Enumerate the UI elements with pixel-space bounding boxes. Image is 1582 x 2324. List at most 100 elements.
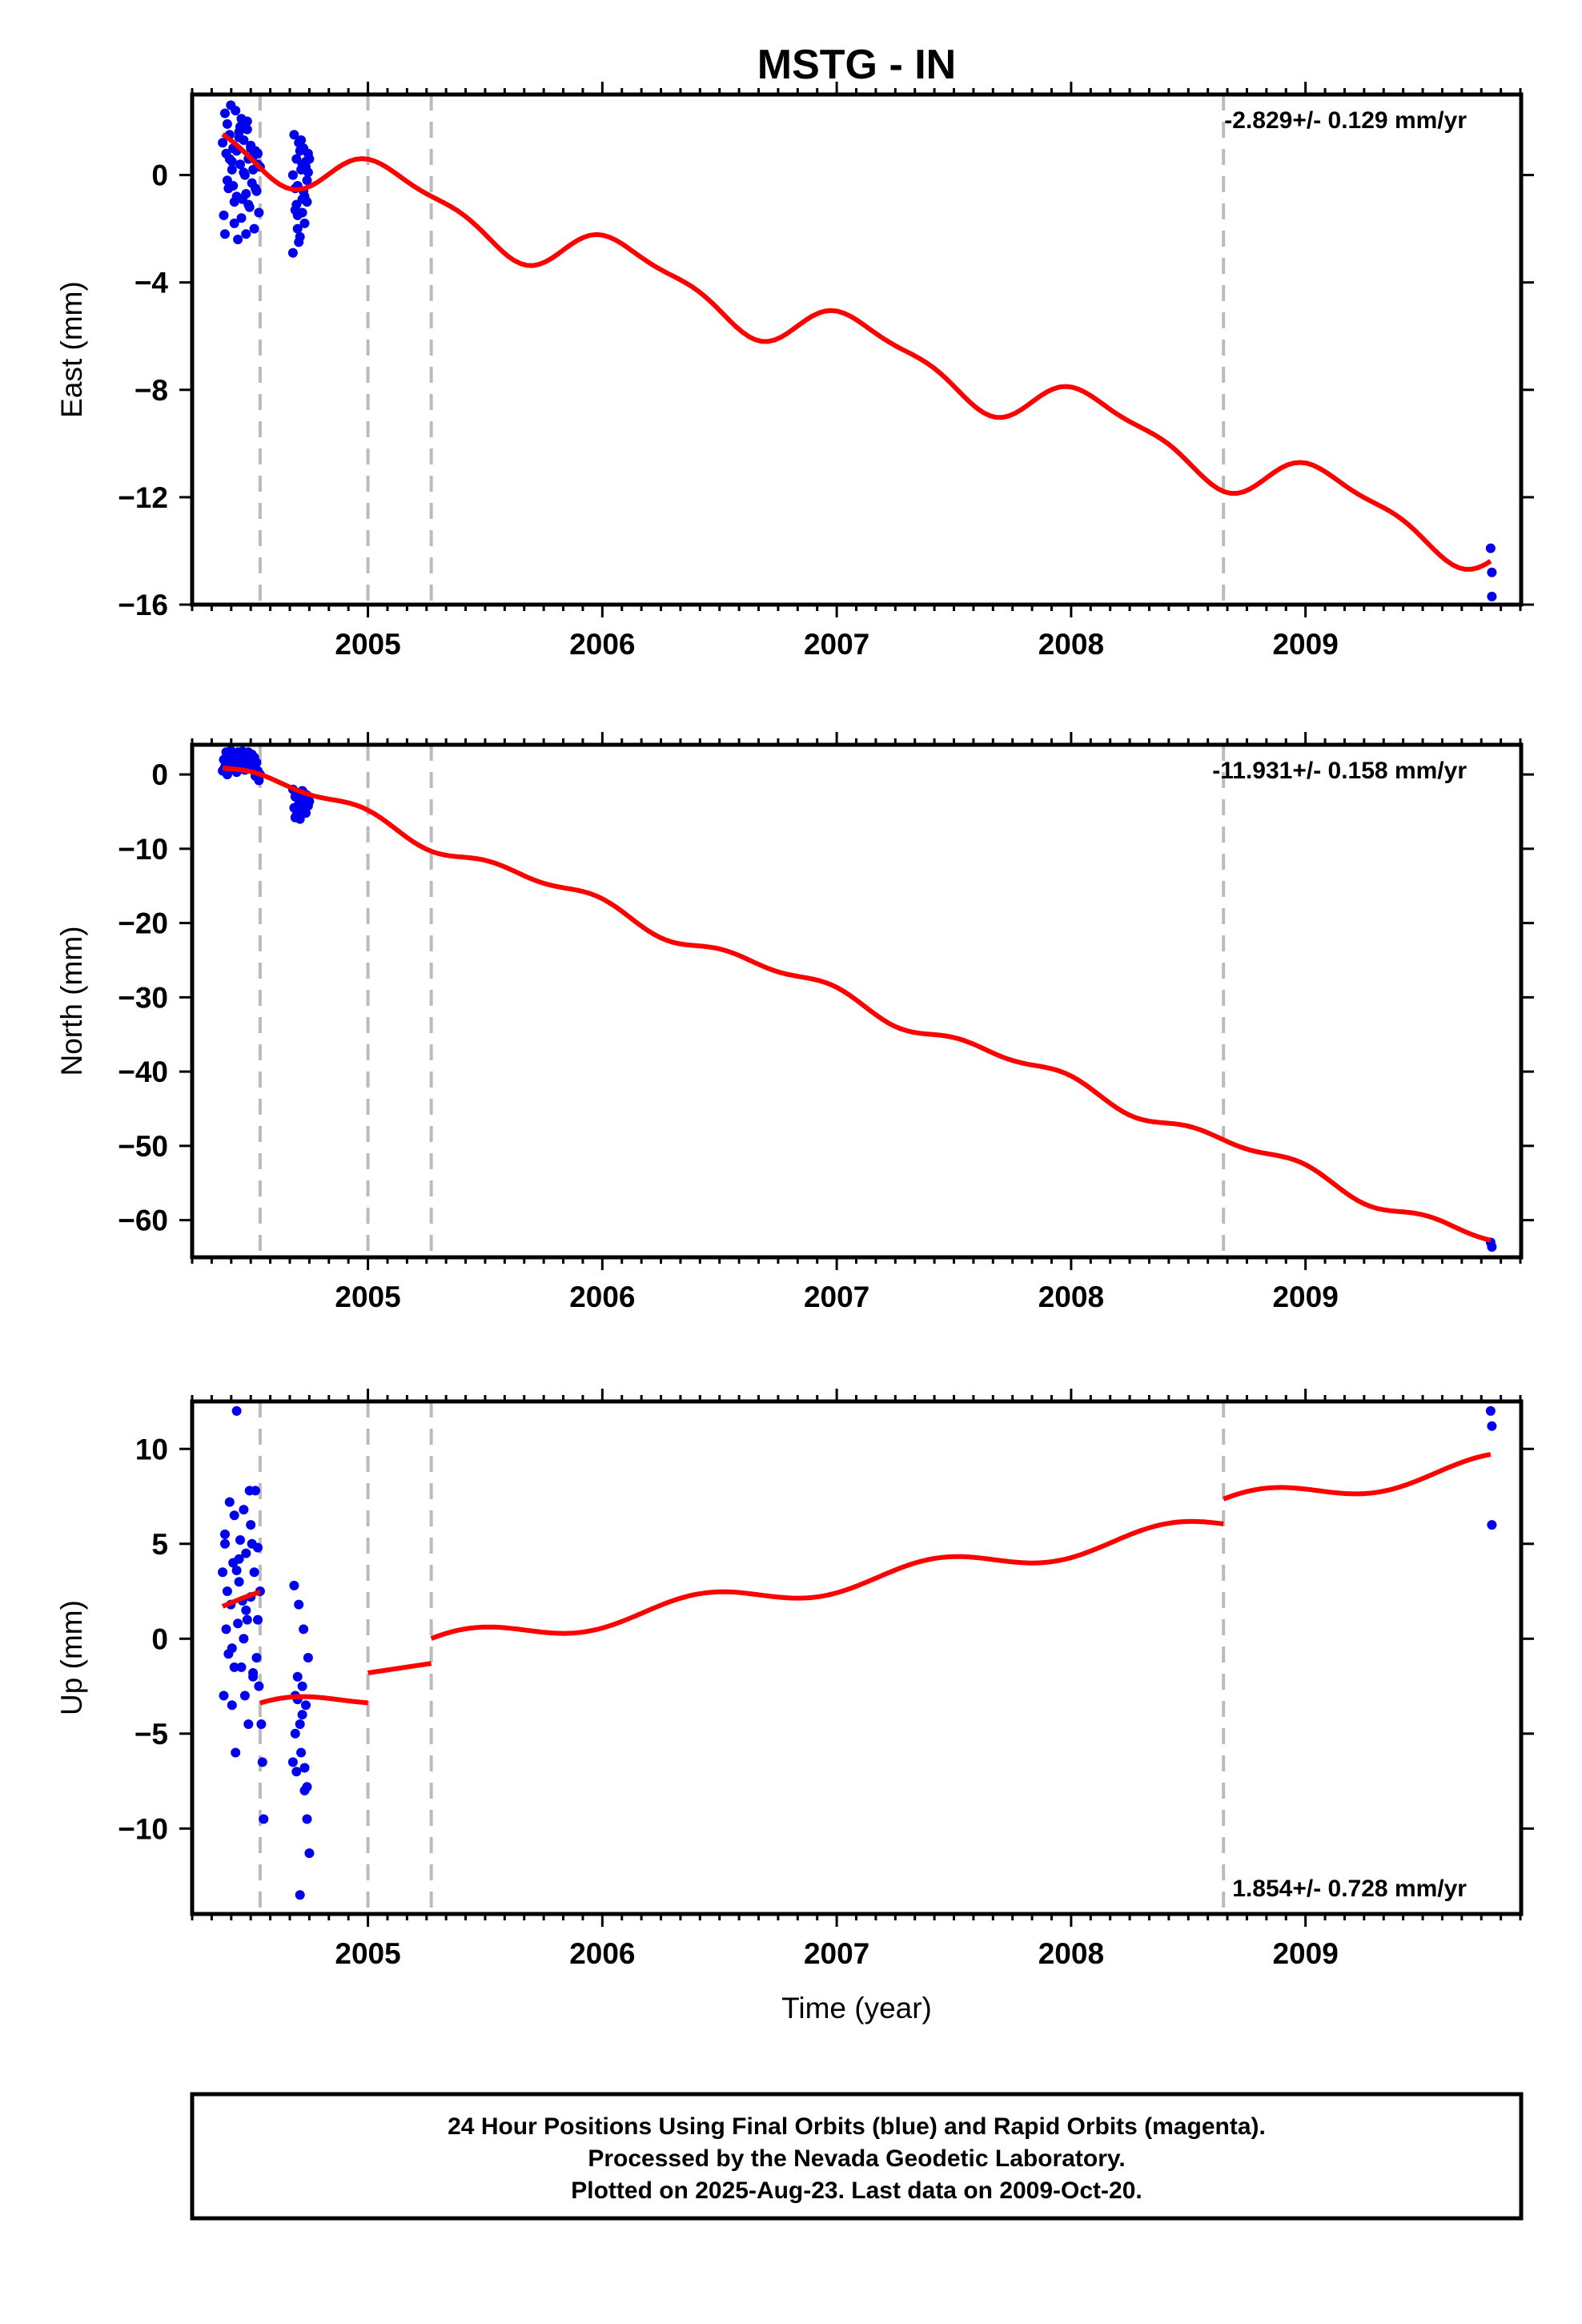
data-point (251, 1486, 260, 1496)
data-point (221, 1624, 231, 1634)
data-point (294, 1599, 304, 1610)
data-point (287, 247, 298, 258)
data-point (246, 1520, 256, 1530)
data-point (290, 812, 300, 822)
data-point (299, 1624, 309, 1634)
data-point (259, 1814, 269, 1824)
data-point (242, 1614, 252, 1625)
model-curve-segment-1 (221, 132, 1492, 572)
plot-frame (190, 1399, 1524, 1916)
y-tick-label: −20 (118, 907, 168, 940)
data-point (239, 1634, 249, 1644)
east-points (218, 100, 1497, 601)
x-tick-label: 2005 (335, 1281, 400, 1313)
x-tick-label: 2006 (569, 628, 635, 661)
data-point (287, 1757, 298, 1767)
data-point (220, 229, 230, 239)
y-tick-label: −16 (118, 589, 168, 621)
y-tick-label: −50 (118, 1130, 168, 1163)
up-rate-label: 1.854+/- 0.728 mm/yr (1232, 1876, 1467, 1902)
data-point (289, 1580, 299, 1590)
data-point (254, 207, 264, 218)
y-tick-label: −10 (118, 1812, 168, 1845)
model-curve-segment-3 (366, 1661, 434, 1675)
y-tick-label: 0 (151, 1622, 168, 1655)
data-point (220, 1538, 230, 1549)
data-point (1485, 1405, 1496, 1416)
data-point (219, 210, 229, 220)
data-point (218, 1567, 228, 1578)
up-points (218, 1405, 1497, 1900)
data-point (246, 143, 256, 154)
data-point (251, 758, 262, 768)
north-y-axis-label: North (mm) (55, 926, 88, 1076)
data-point (234, 1554, 244, 1564)
data-point (229, 197, 239, 207)
data-point (241, 189, 251, 199)
y-tick-label: −4 (135, 267, 169, 300)
data-point (287, 170, 298, 180)
data-point (1487, 567, 1497, 577)
data-point (231, 106, 241, 116)
data-point (295, 1890, 305, 1900)
y-tick-label: −5 (135, 1718, 168, 1751)
data-point (248, 164, 259, 175)
data-point (302, 175, 312, 186)
data-point (297, 1710, 307, 1720)
y-tick-label: 0 (151, 159, 168, 192)
chart-title: MSTG - IN (757, 42, 956, 88)
model-curve-segment-1 (220, 1590, 263, 1609)
x-tick-label: 2009 (1272, 1281, 1338, 1313)
data-point (234, 132, 244, 143)
data-point (290, 1728, 300, 1739)
data-point (235, 159, 245, 170)
east-rate-label: -2.829+/- 0.129 mm/yr (1224, 107, 1467, 134)
data-point (251, 183, 260, 194)
east-panel: 2005 2006 2007 2008 2009 0 −4 −8 −12 −16 East (mm)… (55, 82, 1534, 661)
data-point (301, 156, 311, 167)
x-tick-label: 2008 (1038, 628, 1104, 661)
data-point (227, 1700, 237, 1711)
model-curve-segment-2 (258, 1694, 370, 1706)
footer-box: 24 Hour Positions Using Final Orbits (bl… (190, 2092, 1524, 2221)
data-point (301, 1700, 311, 1711)
north-panel: 2005 2006 2007 2008 2009 0 −10 −20 −30 −40 −50 −60 N… (55, 732, 1534, 1313)
data-point (248, 1668, 259, 1678)
data-point (299, 218, 310, 228)
data-point (297, 207, 307, 218)
x-tick-label: 2008 (1038, 1281, 1104, 1313)
data-point (222, 1586, 232, 1596)
data-point (292, 223, 303, 234)
y-tick-label: 5 (151, 1528, 168, 1561)
data-point (241, 229, 251, 239)
data-point (228, 181, 239, 191)
y-tick-label: −40 (118, 1055, 168, 1088)
data-point (303, 167, 313, 178)
x-tick-label: 2007 (804, 628, 869, 661)
data-point (1487, 1520, 1497, 1530)
data-point (243, 1719, 254, 1729)
data-point (239, 167, 249, 178)
data-point (236, 1662, 247, 1672)
data-point (302, 1814, 312, 1824)
data-point (218, 138, 228, 148)
x-tick-label: 2006 (569, 1937, 635, 1970)
x-tick-label: 2009 (1272, 1937, 1338, 1970)
data-point (235, 1535, 245, 1545)
data-point (233, 1618, 243, 1629)
data-point (1487, 1421, 1497, 1431)
data-point (243, 199, 254, 210)
y-tick-label: −10 (118, 833, 168, 866)
model-curve-segment-4 (430, 1518, 1224, 1641)
data-point (235, 122, 245, 132)
data-point (291, 1767, 302, 1777)
y-tick-label: 10 (135, 1433, 168, 1466)
data-point (241, 1548, 251, 1558)
data-point (224, 1497, 235, 1507)
data-point (299, 1763, 310, 1773)
y-tick-label: −8 (135, 374, 168, 407)
y-tick-label: 0 (151, 758, 168, 791)
data-point (234, 1577, 244, 1587)
data-point (256, 1719, 267, 1729)
data-point (1487, 1242, 1497, 1252)
